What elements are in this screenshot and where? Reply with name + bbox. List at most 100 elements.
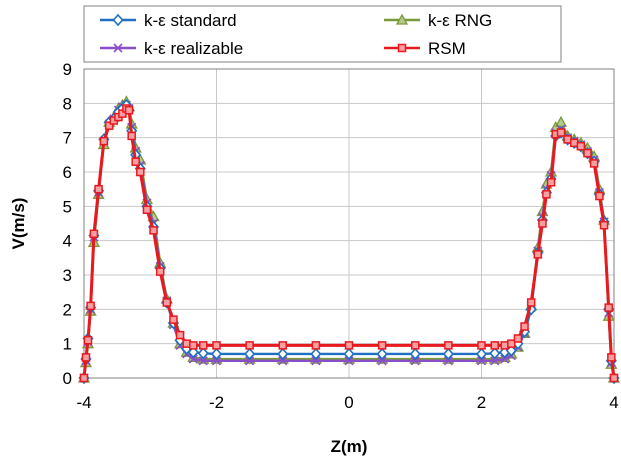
data-point <box>199 341 208 350</box>
series-3 <box>79 104 619 383</box>
data-point <box>245 341 254 350</box>
data-point <box>169 315 178 324</box>
x-tick-label: 0 <box>344 393 353 412</box>
legend-label: RSM <box>428 39 466 58</box>
data-point <box>112 13 124 27</box>
y-tick-label: 3 <box>63 266 72 285</box>
data-point <box>410 356 420 366</box>
data-point <box>409 347 421 361</box>
legend-label: k-ε realizable <box>144 39 243 58</box>
data-point <box>554 115 568 127</box>
data-point <box>344 341 354 350</box>
data-point <box>595 191 604 201</box>
data-point <box>127 131 136 141</box>
data-point <box>278 356 288 366</box>
data-point <box>310 347 322 361</box>
data-point <box>607 353 616 362</box>
data-point <box>444 341 453 350</box>
y-tick-label: 5 <box>63 197 72 216</box>
data-point <box>245 356 255 366</box>
y-tick-label: 6 <box>63 163 72 182</box>
data-point <box>89 229 99 239</box>
data-point <box>344 356 354 366</box>
data-point <box>79 373 89 383</box>
data-point <box>533 250 543 259</box>
data-point <box>443 356 453 366</box>
legend-entry: k-ε RNG <box>384 11 492 30</box>
data-point <box>599 220 609 230</box>
data-point <box>604 303 613 312</box>
data-point <box>556 128 566 137</box>
data-point <box>189 341 198 350</box>
data-point <box>583 148 592 158</box>
data-point <box>489 347 501 360</box>
legend-entry: RSM <box>384 39 466 58</box>
data-point <box>99 136 109 146</box>
y-tick-label: 4 <box>63 232 72 251</box>
y-axis-label: V(m/s) <box>9 198 28 250</box>
data-point <box>86 301 95 311</box>
data-point <box>131 157 140 166</box>
y-axis-ticks: 0 1 2 3 4 5 6 7 8 9 <box>63 60 72 388</box>
legend-entry: k-ε realizable <box>100 39 243 58</box>
data-point <box>500 354 510 364</box>
data-point <box>311 356 321 366</box>
data-point <box>442 347 454 361</box>
data-point <box>576 142 586 151</box>
y-tick-label: 8 <box>63 94 72 113</box>
data-point <box>490 341 499 350</box>
x-axis-ticks: -4 -2 0 2 4 <box>76 393 618 412</box>
data-point <box>343 347 355 361</box>
data-point <box>490 356 500 366</box>
data-point <box>609 373 619 383</box>
y-tick-label: 7 <box>63 129 72 148</box>
data-point <box>411 341 420 350</box>
data-point <box>476 356 487 366</box>
y-tick-label: 2 <box>63 300 72 319</box>
data-point <box>212 341 221 350</box>
data-point <box>162 298 172 307</box>
data-point <box>475 347 488 361</box>
data-point <box>175 330 185 340</box>
data-point <box>187 346 199 359</box>
data-point <box>589 159 599 168</box>
data-point <box>155 267 165 276</box>
data-point <box>124 105 134 115</box>
legend-label: k-ε RNG <box>428 11 492 30</box>
data-point <box>520 322 529 331</box>
data-point <box>136 167 145 177</box>
legend-entry: k-ε standard <box>100 11 237 30</box>
data-point <box>526 298 536 307</box>
data-point <box>311 341 321 350</box>
x-tick-label: -2 <box>209 393 224 412</box>
data-point <box>142 205 152 215</box>
y-tick-label: 0 <box>63 369 72 388</box>
data-point <box>198 356 208 366</box>
data-point <box>513 334 523 343</box>
data-point <box>113 43 123 53</box>
data-point <box>197 347 209 360</box>
data-point <box>83 335 93 345</box>
x-tick-label: 2 <box>477 393 486 412</box>
data-point <box>397 43 407 53</box>
data-point <box>376 347 388 361</box>
data-point <box>94 184 103 194</box>
data-point <box>211 356 222 366</box>
data-point <box>477 341 486 350</box>
data-point <box>507 339 516 348</box>
data-point <box>377 356 387 366</box>
data-point <box>538 219 547 228</box>
data-point <box>210 347 223 361</box>
data-point <box>244 347 256 361</box>
x-axis-label: Z(m) <box>331 437 368 456</box>
data-point <box>278 341 287 350</box>
y-tick-label: 9 <box>63 60 72 79</box>
legend-box <box>83 5 562 63</box>
series-layer <box>77 95 621 385</box>
data-point <box>277 347 289 361</box>
plot-area <box>83 68 615 379</box>
data-point <box>546 178 556 187</box>
